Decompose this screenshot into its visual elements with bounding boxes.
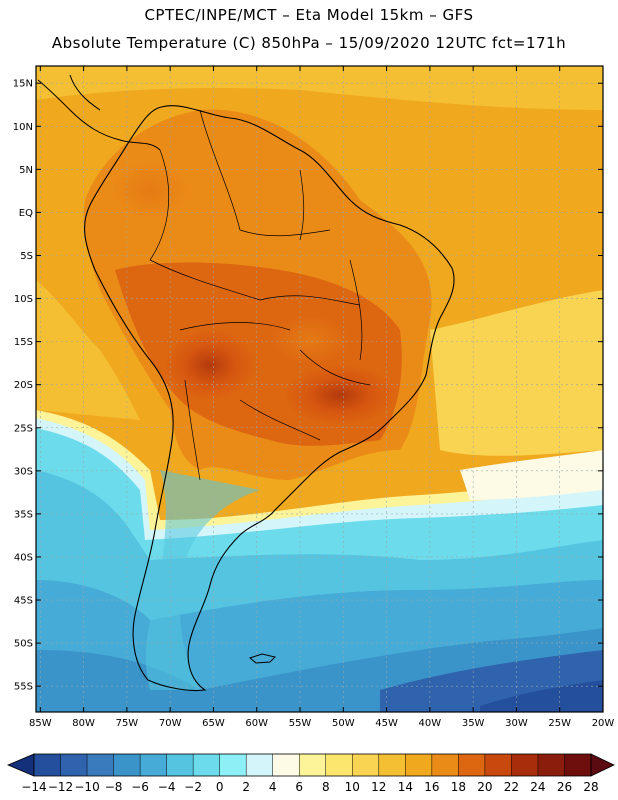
lat-tick-label: 25S	[14, 423, 33, 434]
lat-tick-label: EQ	[19, 208, 33, 219]
longitude-axis: 85W 80W 75W 70W 65W 60W 55W 50W 45W 40W 35W 30W 25W 2…	[29, 66, 614, 729]
lat-tick-label: 40S	[14, 552, 33, 563]
lon-tick-label: 30W	[505, 718, 528, 729]
colorbar-swatch	[34, 754, 61, 776]
lon-tick-label: 50W	[332, 718, 355, 729]
colorbar-labels: −14 −12 −10 −8 −6 −4 −2 0 2 4 6 8 10 12 14 16 18 20 22 24 26…	[21, 780, 598, 794]
colorbar-label: 8	[322, 780, 330, 794]
lon-tick-label: 80W	[72, 718, 95, 729]
map-subtitle: Absolute Temperature (C) 850hPa – 15/09/…	[51, 34, 567, 52]
colorbar-swatch	[219, 754, 247, 776]
country-borders	[149, 109, 371, 481]
lat-tick-label: 10S	[14, 294, 33, 305]
lat-tick-label: 5S	[20, 251, 33, 262]
colorbar-label: −6	[131, 780, 149, 794]
lat-tick-label: 10N	[13, 122, 33, 133]
colorbar-label: 20	[477, 780, 492, 794]
colorbar-label: −12	[48, 780, 73, 794]
colorbar-swatch	[511, 754, 539, 776]
lon-tick-label: 60W	[245, 718, 268, 729]
colorbar-label: −8	[105, 780, 123, 794]
lon-tick-label: 75W	[116, 718, 139, 729]
colorbar-swatch	[352, 754, 380, 776]
lat-tick-label: 15S	[14, 337, 33, 348]
map-title: CPTEC/INPE/MCT – Eta Model 15km – GFS	[144, 6, 474, 24]
colorbar-swatch	[166, 754, 194, 776]
colorbar-label: 10	[345, 780, 360, 794]
colorbar-swatch	[140, 754, 167, 776]
colorbar-label: 4	[269, 780, 277, 794]
colorbar-label: 18	[451, 780, 466, 794]
lat-tick-label: 20S	[14, 380, 33, 391]
lon-tick-label: 20W	[592, 718, 615, 729]
lat-tick-label: 15N	[13, 79, 33, 90]
colorbar-swatch	[60, 754, 88, 776]
colorbar-swatch	[113, 754, 141, 776]
lon-tick-label: 45W	[375, 718, 398, 729]
colorbar-swatch	[431, 754, 459, 776]
lat-tick-label: 45S	[14, 596, 33, 607]
colorbar-under-triangle	[6, 753, 35, 777]
lat-tick-label: 35S	[14, 509, 33, 520]
lat-tick-label: 50S	[14, 639, 33, 650]
lon-tick-label: 25W	[548, 718, 571, 729]
colorbar-swatch	[564, 754, 592, 776]
colorbar-frame	[33, 753, 592, 777]
lat-tick-label: 55S	[14, 682, 33, 693]
colorbar-swatch	[378, 754, 406, 776]
lon-tick-label: 70W	[159, 718, 182, 729]
lon-tick-label: 85W	[29, 718, 52, 729]
colorbar-swatch	[458, 754, 486, 776]
colorbar-label: 28	[583, 780, 598, 794]
colorbar-label: −4	[158, 780, 176, 794]
lon-tick-label: 35W	[462, 718, 485, 729]
colorbar-label: −2	[184, 780, 202, 794]
colorbar-label: −10	[74, 780, 99, 794]
colorbar-swatch	[405, 754, 433, 776]
lon-tick-label: 55W	[289, 718, 312, 729]
colorbar-label: 0	[216, 780, 224, 794]
lat-tick-label: 30S	[14, 466, 33, 477]
colorbar-swatch	[272, 754, 300, 776]
lat-tick-label: 5N	[19, 165, 33, 176]
colorbar-label: 2	[242, 780, 250, 794]
colorbar-swatch	[87, 754, 114, 776]
colorbar-swatch	[193, 754, 220, 776]
colorbar-label: 22	[504, 780, 519, 794]
colorbar-label: 12	[371, 780, 386, 794]
colorbar-label: 24	[530, 780, 545, 794]
temperature-field	[36, 66, 603, 712]
colorbar-swatch	[246, 754, 274, 776]
colorbar-label: 14	[398, 780, 413, 794]
falkland-islands	[248, 653, 276, 664]
colorbar-swatch	[537, 754, 565, 776]
colorbar-over-triangle	[590, 753, 615, 777]
latitude-axis: 15N 10N 5N EQ 5S 10S 15S 20S 25S 30S 35S 40S 45S 50S 5…	[13, 79, 603, 693]
colorbar-label: −14	[21, 780, 46, 794]
colorbar-swatch	[484, 754, 512, 776]
colorbar-swatch	[325, 754, 353, 776]
coastline	[84, 105, 455, 692]
colorbar-swatch	[299, 754, 327, 776]
map-frame	[35, 65, 604, 713]
central-america	[37, 74, 161, 151]
colorbar-label: 16	[424, 780, 439, 794]
colorbar-label: 6	[295, 780, 303, 794]
lon-tick-label: 40W	[419, 718, 442, 729]
lon-tick-label: 65W	[202, 718, 225, 729]
colorbar	[6, 753, 615, 777]
colorbar-label: 26	[557, 780, 572, 794]
